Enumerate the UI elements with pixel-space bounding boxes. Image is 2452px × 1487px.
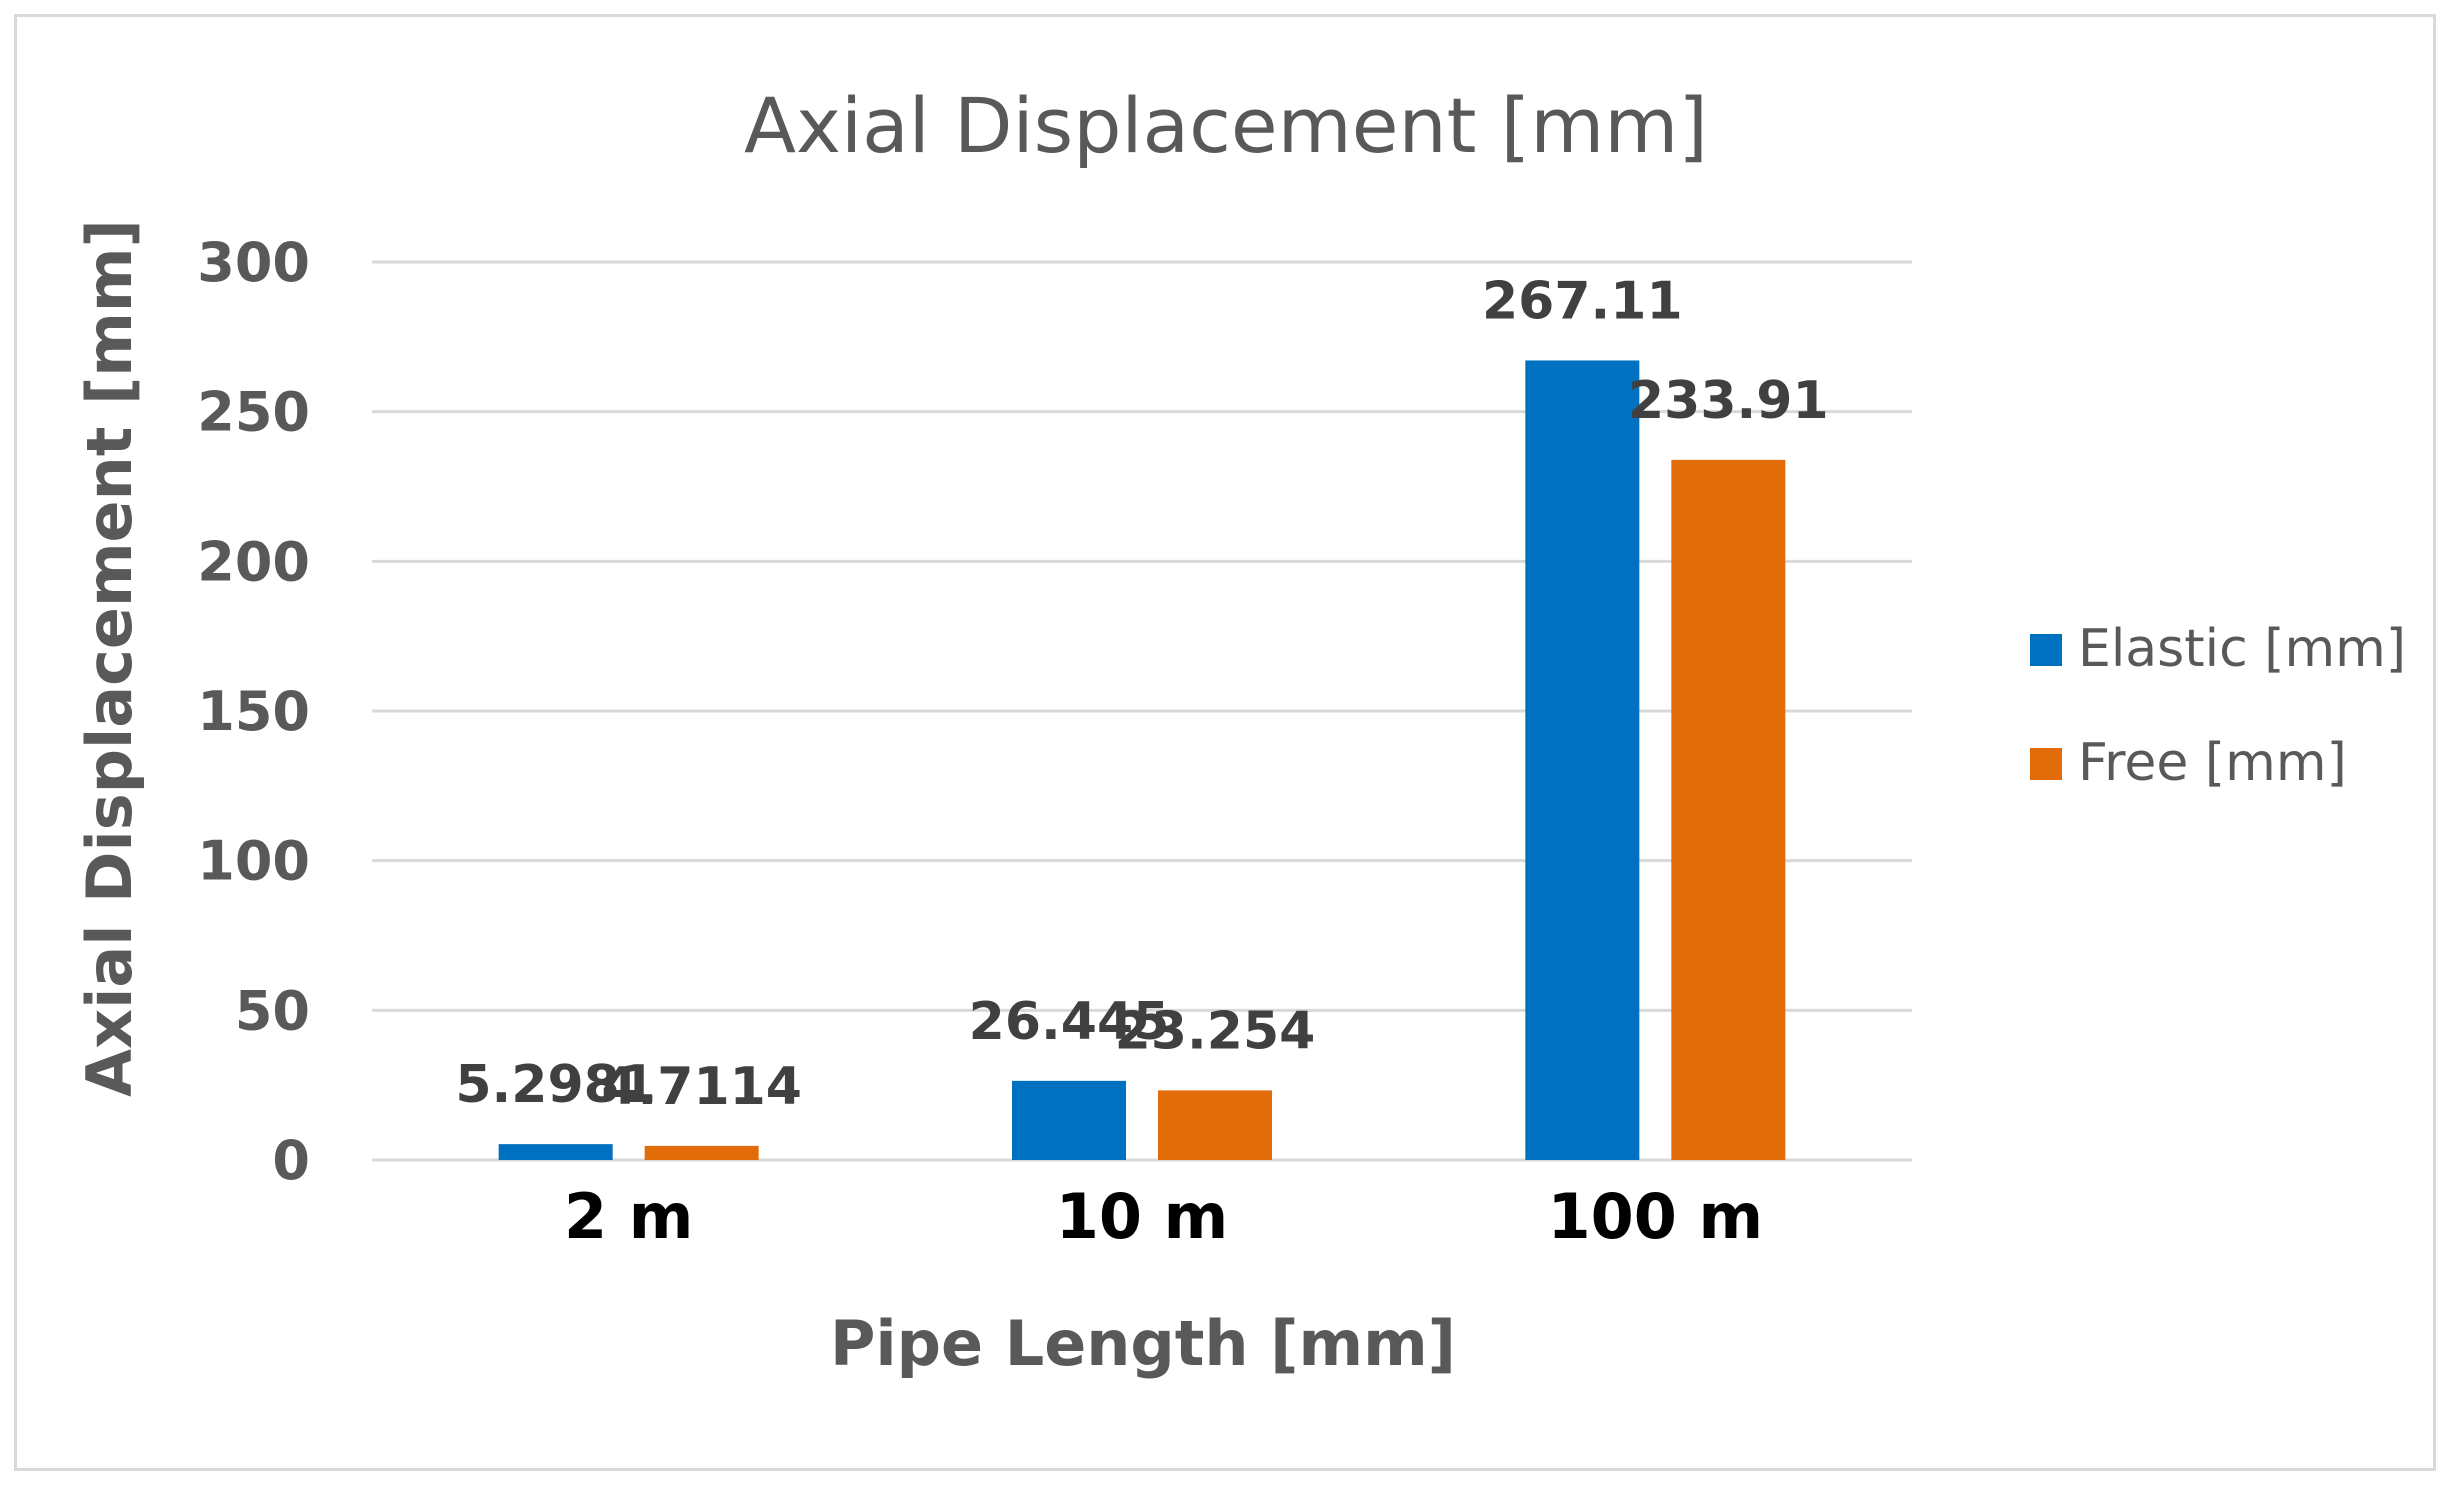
- bar-elastic-2: [1012, 1080, 1126, 1160]
- legend-label: Free [mm]: [2078, 733, 2347, 793]
- x-category-label: 2 m: [564, 1180, 693, 1253]
- y-tick-label: 300: [197, 231, 310, 294]
- legend-label: Elastic [mm]: [2078, 619, 2406, 679]
- bar-free-1: [644, 1145, 759, 1160]
- chart-frame: [14, 14, 2436, 1471]
- y-tick-label: 50: [235, 979, 310, 1042]
- y-tick-label: 100: [197, 830, 310, 893]
- x-axis-categories: 2 m 10 m 100 m: [564, 1180, 1763, 1253]
- bar-elastic-1: [498, 1144, 613, 1160]
- x-axis-title: Pipe Length [mm]: [830, 1307, 1456, 1380]
- y-tick-label: 150: [197, 680, 310, 743]
- x-category-label: 10 m: [1056, 1180, 1228, 1253]
- y-tick-label: 200: [197, 530, 310, 593]
- bar-free-3: [1671, 459, 1786, 1160]
- bar-elastic-3: [1525, 360, 1640, 1160]
- bar-free-2: [1158, 1090, 1272, 1160]
- y-tick-label: 0: [272, 1129, 310, 1192]
- gridlines: [372, 260, 1912, 1162]
- y-axis-title: Axial Displacement [mm]: [73, 219, 146, 1097]
- legend: Elastic [mm] Free [mm]: [2030, 619, 2406, 793]
- chart-title: Axial Displacement [mm]: [744, 81, 1708, 170]
- data-label: 4.7114: [601, 1057, 802, 1117]
- x-category-label: 100 m: [1548, 1180, 1764, 1253]
- y-axis-ticks: 0 50 100 150 200 250 300: [197, 231, 310, 1192]
- legend-swatch: [2030, 634, 2062, 666]
- data-label: 23.254: [1115, 1001, 1316, 1061]
- data-label: 5.2981: [455, 1055, 656, 1115]
- data-label: 267.11: [1482, 271, 1683, 331]
- y-tick-label: 250: [197, 381, 310, 444]
- legend-swatch: [2030, 748, 2062, 780]
- bars: [498, 360, 1786, 1160]
- data-label: 233.91: [1628, 371, 1829, 431]
- data-label: 26.445: [969, 992, 1170, 1052]
